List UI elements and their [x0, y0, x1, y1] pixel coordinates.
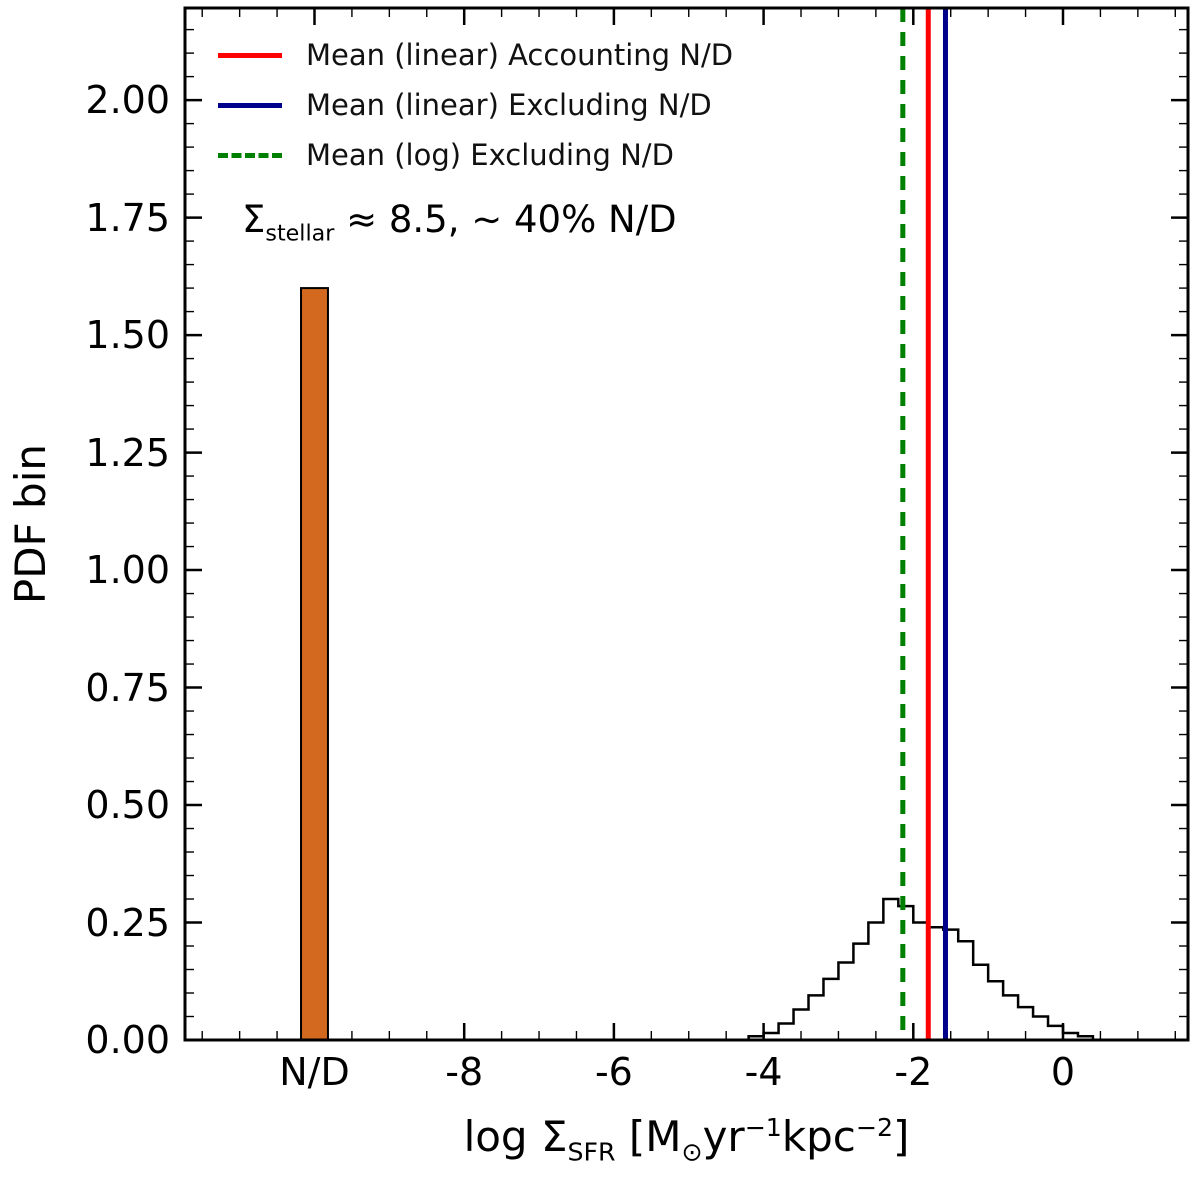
y-axis-label-wrap: PDF bin	[6, 8, 55, 1040]
x-tick-label: N/D	[279, 1050, 350, 1094]
legend-line-sample	[218, 152, 282, 158]
xlabel-sun-symbol: ⊙	[681, 1137, 703, 1167]
y-tick-label: 0.75	[85, 665, 170, 710]
y-axis-label: PDF bin	[6, 443, 55, 605]
nd-histogram-bar	[300, 287, 329, 1042]
legend-item: Mean (linear) Excluding N/D	[218, 80, 733, 130]
x-tick-label: -2	[894, 1050, 933, 1094]
x-axis-label: log ΣSFR [M⊙yr−1kpc−2]	[185, 1112, 1188, 1166]
annotation-sigma: Σ	[242, 198, 266, 241]
annotation-rest: ≈ 8.5, ∼ 40% N/D	[334, 198, 677, 241]
plot-box	[183, 6, 1190, 1042]
y-tick-label: 0.00	[85, 1018, 170, 1062]
x-tick-label: 0	[1050, 1050, 1076, 1094]
y-tick-label: 1.25	[85, 430, 170, 475]
xlabel-yr: yr	[702, 1112, 745, 1161]
legend-item: Mean (log) Excluding N/D	[218, 130, 733, 180]
y-tick-label: 0.50	[85, 783, 170, 828]
legend-label: Mean (log) Excluding N/D	[306, 138, 674, 172]
sfr-histogram-outline	[747, 897, 1095, 1040]
xlabel-sub-sfr: SFR	[567, 1137, 616, 1167]
xlabel-sup-minus2: −2	[855, 1113, 894, 1142]
xlabel-sup-minus1: −1	[744, 1113, 782, 1142]
y-tick-label: 0.25	[85, 900, 170, 945]
y-tick-label: 1.50	[85, 313, 170, 358]
annotation-text: Σstellar ≈ 8.5, ∼ 40% N/D	[242, 198, 677, 246]
y-tick-label: 1.00	[85, 548, 170, 593]
y-tick-label: 1.75	[85, 195, 170, 240]
x-tick-label: -6	[594, 1050, 633, 1094]
y-tick-label: 2.00	[85, 78, 170, 123]
x-tick-label: -8	[445, 1050, 484, 1094]
legend: Mean (linear) Accounting N/D Mean (linear…	[218, 30, 733, 180]
legend-label: Mean (linear) Excluding N/D	[306, 88, 712, 122]
legend-label: Mean (linear) Accounting N/D	[306, 38, 734, 72]
xlabel-close-bracket: ]	[893, 1112, 910, 1161]
xlabel-kpc: kpc	[781, 1112, 856, 1161]
xlabel-log-sigma: log Σ	[463, 1112, 568, 1161]
annotation-sub: stellar	[265, 220, 335, 247]
x-tick-label: -4	[744, 1050, 783, 1094]
legend-item: Mean (linear) Accounting N/D	[218, 30, 733, 80]
xlabel-bracket-m: [M	[615, 1112, 682, 1161]
legend-line-sample	[218, 52, 282, 58]
legend-line-sample	[218, 102, 282, 108]
